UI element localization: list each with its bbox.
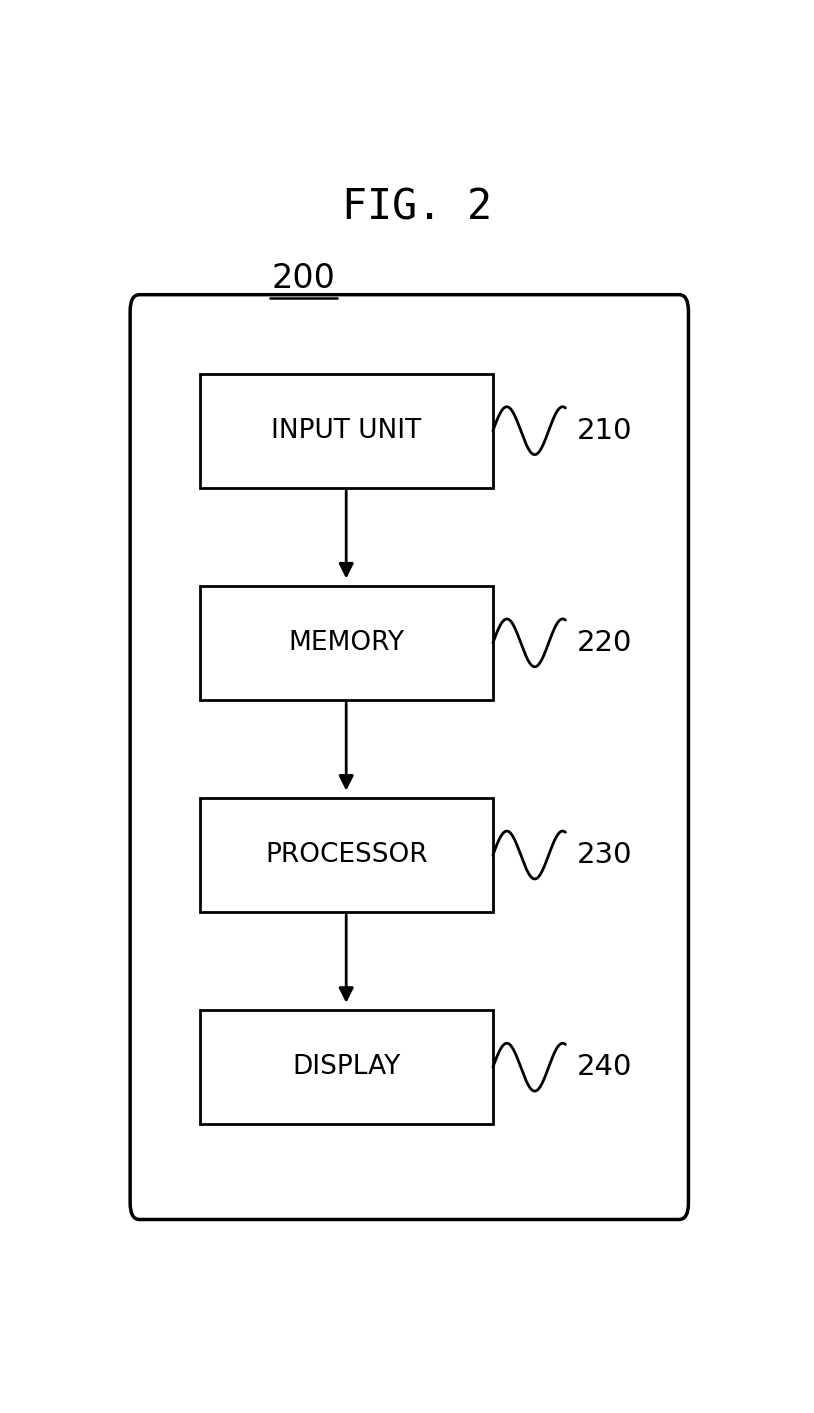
Text: FIG. 2: FIG. 2 [342,187,492,229]
Text: 220: 220 [577,629,632,657]
Text: INPUT UNIT: INPUT UNIT [271,418,422,444]
Bar [199,798,492,913]
Text: MEMORY: MEMORY [288,630,405,656]
Text: DISPLAY: DISPLAY [292,1054,400,1080]
Bar [199,586,492,699]
Text: 200: 200 [272,261,335,295]
Text: 240: 240 [577,1053,632,1081]
Bar [199,373,492,487]
Text: PROCESSOR: PROCESSOR [265,842,427,868]
FancyBboxPatch shape [130,295,689,1219]
Bar [199,1010,492,1125]
Text: 210: 210 [577,417,632,445]
Text: 230: 230 [577,841,632,869]
